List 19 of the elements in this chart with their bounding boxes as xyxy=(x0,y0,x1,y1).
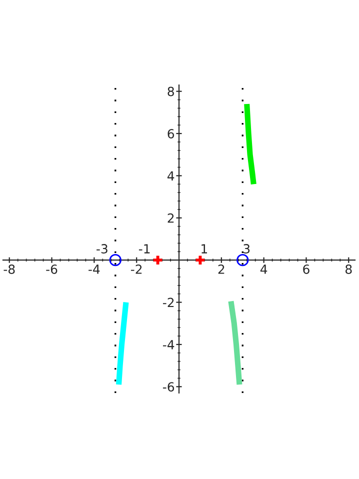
annotation: -3 xyxy=(96,244,108,254)
annotation: 1 xyxy=(202,244,208,254)
y-tick-label: -6 xyxy=(162,382,174,392)
y-tick-label: 4 xyxy=(167,171,174,180)
y-tick-label: -4 xyxy=(162,340,174,350)
annotation: 3 xyxy=(244,244,250,254)
y-tick-label: 6 xyxy=(168,128,174,138)
x-tick-label: 6 xyxy=(303,264,310,274)
x-tick-label: -6 xyxy=(46,264,58,274)
annotation: -1 xyxy=(138,244,150,254)
y-tick-label: 8 xyxy=(168,86,174,96)
x-tick-label: 8 xyxy=(346,264,352,274)
x-tick-label: 4 xyxy=(260,264,268,274)
x-tick-label: 2 xyxy=(218,264,224,274)
y-tick-label: 2 xyxy=(168,213,174,223)
x-tick-label: -4 xyxy=(88,264,100,274)
x-tick-label: -8 xyxy=(4,264,15,274)
x-tick-label: -2 xyxy=(130,264,142,274)
y-tick-label: -2 xyxy=(162,298,174,308)
